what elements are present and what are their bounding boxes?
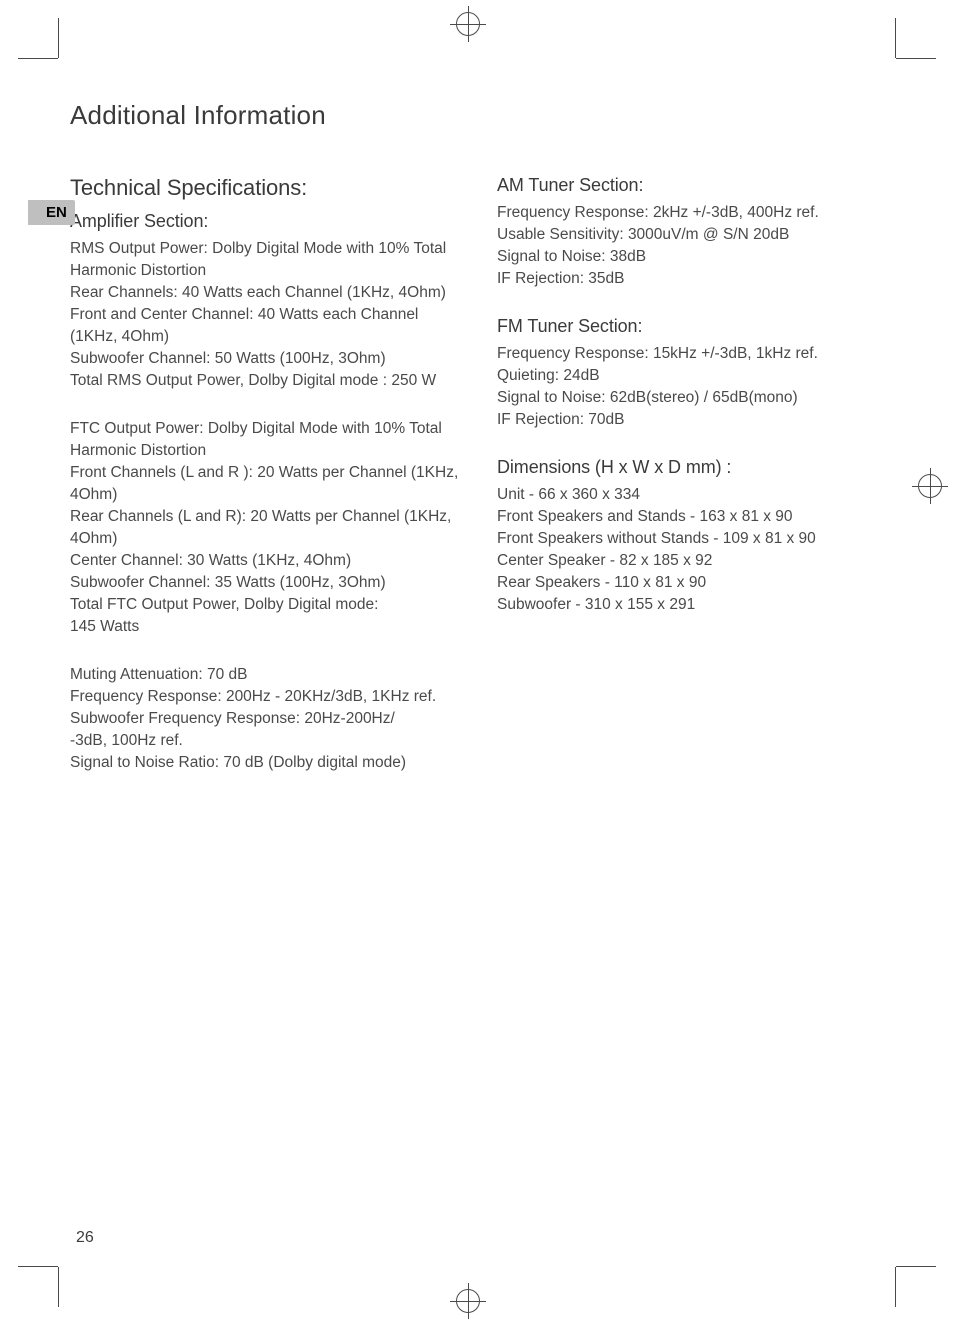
right-column: AM Tuner Section: Frequency Response: 2k… — [497, 175, 890, 800]
amp-para-1: RMS Output Power: Dolby Digital Mode wit… — [70, 238, 463, 392]
amp-para-2: FTC Output Power: Dolby Digital Mode wit… — [70, 418, 463, 638]
page-number: 26 — [76, 1229, 94, 1247]
language-tag: EN — [28, 200, 75, 225]
page-content: EN Additional Information Technical Spec… — [70, 100, 890, 800]
am-body: Frequency Response: 2kHz +/-3dB, 400Hz r… — [497, 202, 890, 290]
dim-body: Unit - 66 x 360 x 334Front Speakers and … — [497, 484, 890, 616]
amp-heading: Amplifier Section: — [70, 211, 463, 232]
am-heading: AM Tuner Section: — [497, 175, 890, 196]
page-title: Additional Information — [70, 100, 890, 131]
section-title-tech-specs: Technical Specifications: — [70, 175, 463, 201]
dim-heading: Dimensions (H x W x D mm) : — [497, 457, 890, 478]
fm-body: Frequency Response: 15kHz +/-3dB, 1kHz r… — [497, 343, 890, 431]
amp-para-3: Muting Attenuation: 70 dBFrequency Respo… — [70, 664, 463, 774]
left-column: Technical Specifications: Amplifier Sect… — [70, 175, 463, 800]
fm-heading: FM Tuner Section: — [497, 316, 890, 337]
